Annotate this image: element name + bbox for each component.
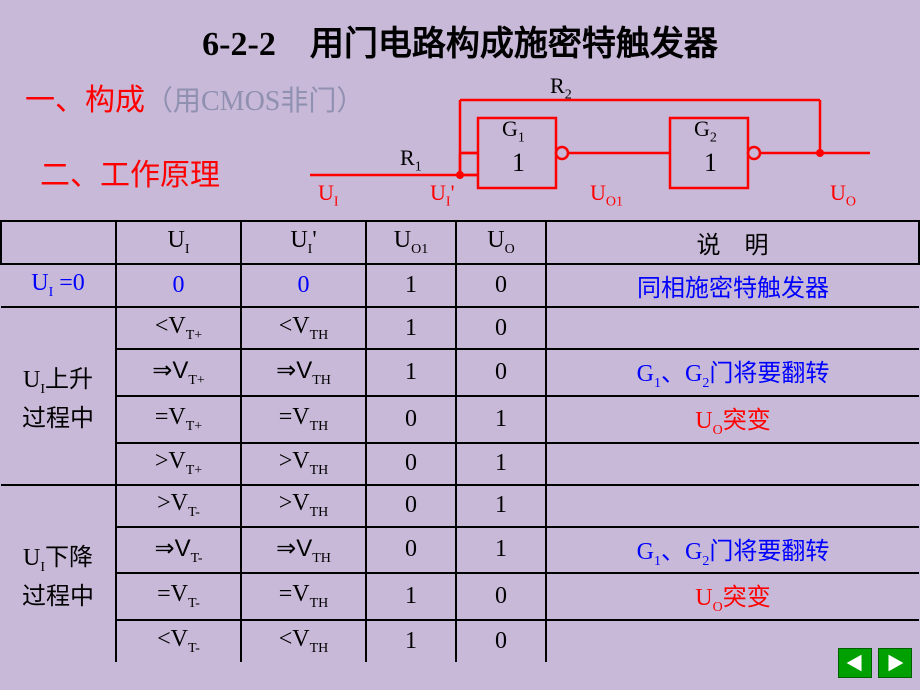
cell: 0 <box>456 620 546 662</box>
table-row: <VT- <VTH 1 0 <box>1 620 919 662</box>
fall-label: UI下降过程中 <box>1 485 116 663</box>
table-header-row: UI UI' UO1 UO 说 明 <box>1 221 919 264</box>
cell <box>546 443 919 485</box>
cell: 0 <box>366 443 456 485</box>
section-1-lead: 一、构成 <box>25 84 145 117</box>
cell: =VTH <box>241 573 366 620</box>
cell: >VTH <box>241 485 366 527</box>
cell: 1 <box>456 396 546 443</box>
cell: UO突变 <box>546 396 919 443</box>
table-row: =VT- =VTH 1 0 UO突变 <box>1 573 919 620</box>
cell: ⇒VT+ <box>116 349 241 396</box>
cell: G1、G2门将要翻转 <box>546 349 919 396</box>
cell: 0 <box>366 527 456 574</box>
label-g1: G1 <box>502 116 525 146</box>
label-g2: G2 <box>694 116 717 146</box>
cell: ⇒VTH <box>241 349 366 396</box>
cell: ⇒VT- <box>116 527 241 574</box>
label-uo1: UO1 <box>590 180 623 210</box>
cell: 0 <box>456 264 546 307</box>
cell: 0 <box>241 264 366 307</box>
th-uo1: UO1 <box>366 221 456 264</box>
label-ui: UI <box>318 180 339 210</box>
cell: 1 <box>456 443 546 485</box>
cell: >VTH <box>241 443 366 485</box>
th-uo: UO <box>456 221 546 264</box>
table-row: UI下降过程中 >VT- >VTH 0 1 <box>1 485 919 527</box>
cell: 同相施密特触发器 <box>546 264 919 307</box>
cell: 1 <box>366 349 456 396</box>
table-row: UI =0 0 0 1 0 同相施密特触发器 <box>1 264 919 307</box>
cell: 1 <box>456 527 546 574</box>
table-row: =VT+ =VTH 0 1 UO突变 <box>1 396 919 443</box>
prev-button[interactable] <box>838 648 872 678</box>
cell: 0 <box>456 349 546 396</box>
th-desc: 说 明 <box>546 221 919 264</box>
th-uip: UI' <box>241 221 366 264</box>
cell: 1 <box>366 573 456 620</box>
cell: <VT- <box>116 620 241 662</box>
cell: 0 <box>116 264 241 307</box>
next-button[interactable] <box>878 648 912 678</box>
rise-label: UI上升过程中 <box>1 307 116 485</box>
cell: 1 <box>366 307 456 349</box>
table-row: UI上升过程中 <VT+ <VTH 1 0 <box>1 307 919 349</box>
cell: G1、G2门将要翻转 <box>546 527 919 574</box>
cell: <VT+ <box>116 307 241 349</box>
cell: <VTH <box>241 620 366 662</box>
nav-buttons <box>836 648 912 682</box>
th-blank <box>1 221 116 264</box>
table-row: ⇒VT- ⇒VTH 0 1 G1、G2门将要翻转 <box>1 527 919 574</box>
cell: 1 <box>456 485 546 527</box>
cell: 0 <box>366 396 456 443</box>
label-uip: UI' <box>430 180 455 210</box>
section-2: 二、工作原理 <box>40 150 220 194</box>
cell: ⇒VTH <box>241 527 366 574</box>
circuit-diagram: R1 R2 G1 G2 1 1 UI UI' UO1 UO <box>300 70 890 210</box>
cell: =VT+ <box>116 396 241 443</box>
label-r1: R1 <box>400 145 422 175</box>
cell: =VTH <box>241 396 366 443</box>
page-title: 6-2-2 用门电路构成施密特触发器 <box>0 0 920 65</box>
label-one1: 1 <box>512 148 525 178</box>
cell: =VT- <box>116 573 241 620</box>
cell: <VTH <box>241 307 366 349</box>
cell: 1 <box>366 264 456 307</box>
label-uo: UO <box>830 180 856 210</box>
cell: 0 <box>456 573 546 620</box>
cell: 0 <box>366 485 456 527</box>
row0-label: UI =0 <box>1 264 116 307</box>
label-one2: 1 <box>704 148 717 178</box>
table-row: ⇒VT+ ⇒VTH 1 0 G1、G2门将要翻转 <box>1 349 919 396</box>
truth-table: UI UI' UO1 UO 说 明 UI =0 0 0 1 0 同相施密特触发器… <box>0 220 920 662</box>
cell: >VT- <box>116 485 241 527</box>
cell: UO突变 <box>546 573 919 620</box>
th-ui: UI <box>116 221 241 264</box>
label-r2: R2 <box>550 73 572 103</box>
cell <box>546 485 919 527</box>
cell: 1 <box>366 620 456 662</box>
cell: 0 <box>456 307 546 349</box>
table-row: >VT+ >VTH 0 1 <box>1 443 919 485</box>
cell: >VT+ <box>116 443 241 485</box>
cell <box>546 307 919 349</box>
